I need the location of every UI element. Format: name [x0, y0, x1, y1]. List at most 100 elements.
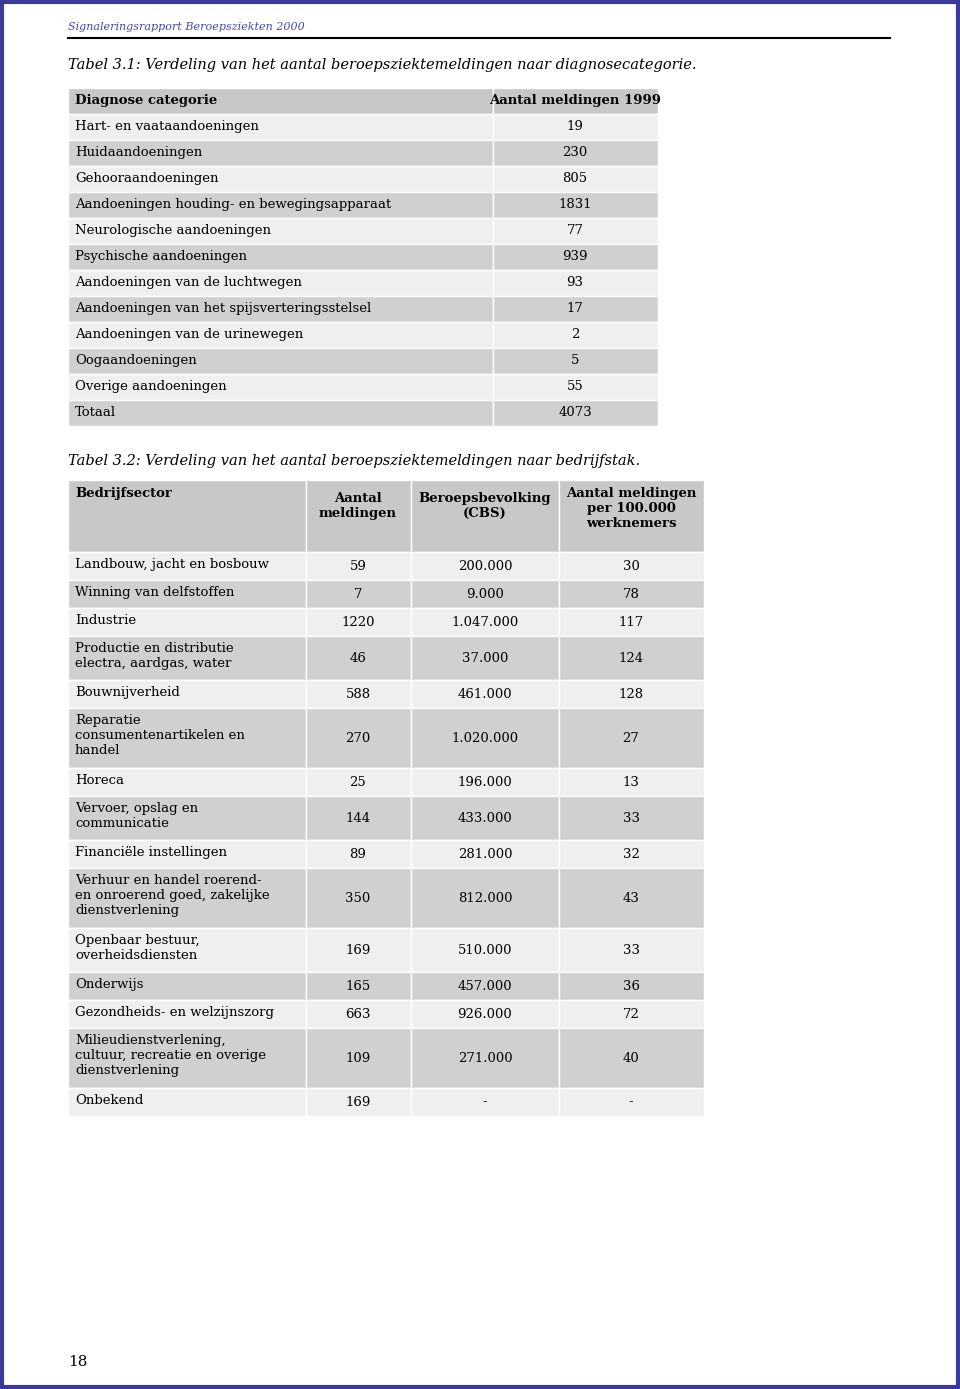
Bar: [306, 681, 411, 708]
Bar: [68, 218, 493, 244]
Text: 46: 46: [349, 651, 367, 664]
Text: 19: 19: [566, 119, 584, 133]
Bar: [306, 972, 411, 1000]
Text: 27: 27: [623, 732, 639, 745]
Bar: [306, 1088, 411, 1115]
Bar: [411, 608, 559, 636]
Bar: [68, 681, 306, 708]
Bar: [411, 796, 559, 840]
Bar: [559, 636, 704, 681]
Bar: [68, 1000, 306, 1028]
Text: 939: 939: [563, 250, 588, 263]
Bar: [411, 1028, 559, 1088]
Text: 30: 30: [623, 560, 639, 572]
Bar: [411, 481, 559, 551]
Text: Psychische aandoeningen: Psychische aandoeningen: [75, 250, 247, 263]
Bar: [559, 551, 704, 581]
Text: Aandoeningen houding- en bewegingsapparaat: Aandoeningen houding- en bewegingsappara…: [75, 199, 392, 211]
Bar: [411, 636, 559, 681]
Bar: [493, 192, 658, 218]
Text: 17: 17: [566, 301, 584, 315]
Bar: [411, 708, 559, 768]
Bar: [411, 1088, 559, 1115]
Bar: [493, 322, 658, 349]
Text: 230: 230: [563, 146, 588, 158]
Text: Tabel 3.1: Verdeling van het aantal beroepsziektemeldingen naar diagnosecategori: Tabel 3.1: Verdeling van het aantal bero…: [68, 58, 697, 72]
Text: Aandoeningen van de urinewegen: Aandoeningen van de urinewegen: [75, 328, 303, 342]
Bar: [68, 1028, 306, 1088]
Text: 200.000: 200.000: [458, 560, 513, 572]
Bar: [306, 1028, 411, 1088]
Text: 169: 169: [346, 1096, 371, 1108]
Text: Bedrijfsector: Bedrijfsector: [75, 488, 172, 500]
Bar: [411, 581, 559, 608]
Text: 169: 169: [346, 943, 371, 957]
Text: Bouwnijverheid: Bouwnijverheid: [75, 686, 180, 699]
Text: Productie en distributie
electra, aardgas, water: Productie en distributie electra, aardga…: [75, 642, 233, 669]
Bar: [559, 928, 704, 972]
Text: 72: 72: [623, 1007, 639, 1021]
Text: 40: 40: [623, 1051, 639, 1064]
Text: 13: 13: [623, 775, 639, 789]
Text: Openbaar bestuur,
overheidsdiensten: Openbaar bestuur, overheidsdiensten: [75, 933, 200, 963]
Text: Aantal meldingen
per 100.000
werknemers: Aantal meldingen per 100.000 werknemers: [565, 488, 696, 531]
Text: 55: 55: [566, 381, 584, 393]
Text: Horeca: Horeca: [75, 774, 124, 788]
Text: Onderwijs: Onderwijs: [75, 978, 143, 990]
Text: Tabel 3.2: Verdeling van het aantal beroepsziektemeldingen naar bedrijfstak.: Tabel 3.2: Verdeling van het aantal bero…: [68, 454, 640, 468]
Bar: [306, 708, 411, 768]
Bar: [306, 768, 411, 796]
Text: 18: 18: [68, 1356, 87, 1370]
Bar: [68, 928, 306, 972]
Text: 32: 32: [623, 847, 639, 861]
Bar: [411, 928, 559, 972]
Bar: [68, 608, 306, 636]
Bar: [68, 296, 493, 322]
Text: 588: 588: [346, 688, 371, 700]
Text: 33: 33: [622, 943, 639, 957]
Text: 59: 59: [349, 560, 367, 572]
Bar: [68, 708, 306, 768]
Bar: [559, 581, 704, 608]
Text: 165: 165: [346, 979, 371, 993]
Text: 43: 43: [623, 892, 639, 904]
Text: Financiële instellingen: Financiële instellingen: [75, 846, 227, 858]
Text: Totaal: Totaal: [75, 406, 116, 419]
Bar: [559, 768, 704, 796]
Text: Beroepsbevolking
(CBS): Beroepsbevolking (CBS): [419, 492, 551, 519]
Text: 78: 78: [623, 588, 639, 600]
Text: Onbekend: Onbekend: [75, 1095, 143, 1107]
Text: 457.000: 457.000: [458, 979, 513, 993]
Bar: [68, 244, 493, 269]
Bar: [68, 192, 493, 218]
Text: 805: 805: [563, 172, 588, 185]
Bar: [411, 1000, 559, 1028]
Bar: [411, 681, 559, 708]
Bar: [493, 140, 658, 167]
Text: 350: 350: [346, 892, 371, 904]
Bar: [411, 551, 559, 581]
Text: 1220: 1220: [341, 615, 374, 628]
Bar: [493, 167, 658, 192]
Bar: [68, 88, 493, 114]
Text: 124: 124: [618, 651, 643, 664]
Bar: [559, 481, 704, 551]
Bar: [493, 244, 658, 269]
Bar: [68, 840, 306, 868]
Text: Aandoeningen van de luchtwegen: Aandoeningen van de luchtwegen: [75, 276, 301, 289]
Text: 2: 2: [571, 328, 579, 342]
Text: Hart- en vaataandoeningen: Hart- en vaataandoeningen: [75, 119, 259, 133]
Text: 461.000: 461.000: [458, 688, 513, 700]
Bar: [68, 581, 306, 608]
Text: 128: 128: [618, 688, 643, 700]
Bar: [306, 636, 411, 681]
Bar: [306, 796, 411, 840]
Bar: [411, 972, 559, 1000]
Text: 93: 93: [566, 276, 584, 289]
Bar: [493, 218, 658, 244]
Bar: [68, 167, 493, 192]
Text: Aantal meldingen 1999: Aantal meldingen 1999: [489, 94, 661, 107]
Text: Gehooraandoeningen: Gehooraandoeningen: [75, 172, 219, 185]
Bar: [559, 972, 704, 1000]
Bar: [306, 928, 411, 972]
